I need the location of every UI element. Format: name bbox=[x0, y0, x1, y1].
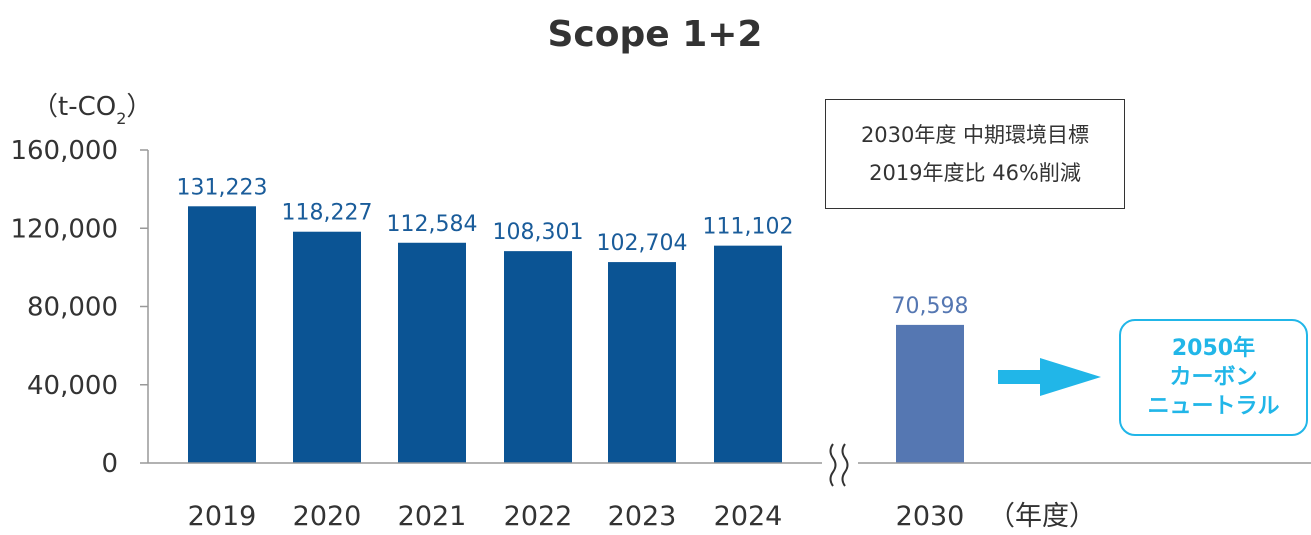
x-tick-label: 2019 bbox=[188, 501, 257, 532]
y-tick-label: 40,000 bbox=[27, 371, 118, 401]
bar bbox=[714, 245, 782, 463]
x-axis-unit: （年度） bbox=[988, 501, 1096, 532]
data-label: 112,584 bbox=[387, 212, 478, 237]
data-label: 118,227 bbox=[282, 201, 373, 226]
data-label: 111,102 bbox=[703, 215, 794, 240]
data-label: 108,301 bbox=[493, 220, 584, 245]
y-axis: 0 40,000 80,000 120,000 160,000 bbox=[10, 136, 149, 479]
bar bbox=[188, 206, 256, 463]
target-note-box: 2030年度 中期環境目標 2019年度比 46%削減 bbox=[825, 99, 1125, 209]
x-tick-label: 2022 bbox=[504, 501, 573, 532]
y-tick-label: 80,000 bbox=[27, 293, 118, 323]
data-label: 102,704 bbox=[597, 231, 688, 256]
data-label: 70,598 bbox=[892, 294, 969, 319]
chart-title: Scope 1+2 bbox=[548, 14, 763, 55]
bar bbox=[608, 262, 676, 463]
x-tick-label: 2030 bbox=[896, 501, 965, 532]
x-tick-label: 2024 bbox=[714, 501, 783, 532]
carbon-neutral-box: 2050年 カーボン ニュートラル bbox=[1119, 319, 1308, 436]
bar bbox=[504, 251, 572, 463]
target-note-line2: 2019年度比 46%削減 bbox=[869, 161, 1081, 185]
arrow-right-icon bbox=[998, 358, 1101, 396]
x-tick-label: 2020 bbox=[293, 501, 362, 532]
y-tick-label: 0 bbox=[101, 449, 118, 479]
axis-break-icon bbox=[829, 443, 849, 487]
bar bbox=[293, 231, 361, 463]
x-tick-label: 2021 bbox=[398, 501, 467, 532]
goal-line2: カーボン bbox=[1169, 365, 1258, 390]
y-tick-label: 160,000 bbox=[10, 136, 118, 166]
data-label: 131,223 bbox=[177, 175, 268, 200]
y-axis-unit: （t-CO2） bbox=[32, 92, 152, 128]
goal-line3: ニュートラル bbox=[1147, 394, 1280, 419]
y-tick-label: 120,000 bbox=[10, 214, 118, 244]
x-axis: 2019 2020 2021 2022 2023 2024 2030 （年度） bbox=[148, 462, 1311, 532]
data-labels: 131,223 118,227 112,584 108,301 102,704 111,1… bbox=[177, 175, 969, 319]
x-tick-label: 2023 bbox=[608, 501, 677, 532]
bar-target bbox=[896, 324, 964, 463]
bar bbox=[398, 242, 466, 463]
bars bbox=[188, 206, 964, 463]
target-note-line1: 2030年度 中期環境目標 bbox=[860, 123, 1090, 147]
goal-line1: 2050年 bbox=[1171, 336, 1256, 361]
